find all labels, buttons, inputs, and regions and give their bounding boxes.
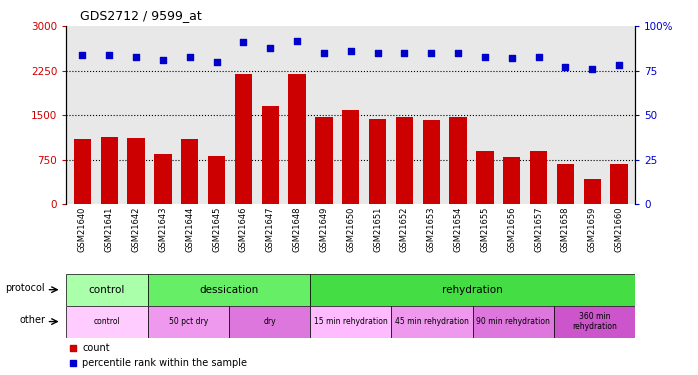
Text: GSM21647: GSM21647 xyxy=(266,207,275,252)
Bar xyxy=(235,74,252,204)
Bar xyxy=(101,137,118,204)
Bar xyxy=(127,138,144,204)
Point xyxy=(426,50,437,56)
Point xyxy=(452,50,463,56)
Bar xyxy=(392,306,473,338)
Bar xyxy=(262,106,279,204)
Bar xyxy=(288,74,306,204)
Point xyxy=(407,136,418,142)
Point xyxy=(318,50,329,56)
Text: control: control xyxy=(94,317,120,326)
Text: GSM21640: GSM21640 xyxy=(78,207,87,252)
Text: 90 min rehydration: 90 min rehydration xyxy=(476,317,550,326)
Point xyxy=(399,50,410,56)
Text: other: other xyxy=(20,315,45,325)
Point xyxy=(372,50,383,56)
Text: GSM21645: GSM21645 xyxy=(212,207,221,252)
Text: 360 min
rehydration: 360 min rehydration xyxy=(572,312,617,331)
Text: GSM21656: GSM21656 xyxy=(507,207,517,252)
Point xyxy=(211,59,222,65)
Bar xyxy=(229,306,310,338)
Text: dry: dry xyxy=(263,317,276,326)
Text: GSM21642: GSM21642 xyxy=(132,207,140,252)
Text: GDS2712 / 9599_at: GDS2712 / 9599_at xyxy=(80,9,202,22)
Point xyxy=(104,52,115,58)
Bar xyxy=(396,117,413,204)
Text: GSM21660: GSM21660 xyxy=(614,207,623,252)
Bar xyxy=(66,274,147,306)
Bar xyxy=(147,274,310,306)
Point xyxy=(614,62,625,68)
Point xyxy=(265,45,276,51)
Bar xyxy=(181,139,198,204)
Text: rehydration: rehydration xyxy=(443,285,503,295)
Point xyxy=(586,66,597,72)
Point xyxy=(560,64,571,70)
Text: GSM21653: GSM21653 xyxy=(426,207,436,252)
Bar xyxy=(450,117,467,204)
Bar xyxy=(310,306,392,338)
Text: GSM21643: GSM21643 xyxy=(158,207,168,252)
Text: GSM21657: GSM21657 xyxy=(534,207,543,252)
Bar xyxy=(584,179,601,204)
Bar xyxy=(315,117,333,204)
Point xyxy=(407,274,418,280)
Bar xyxy=(557,164,574,204)
Text: control: control xyxy=(89,285,125,295)
Bar xyxy=(554,306,635,338)
Bar xyxy=(66,306,147,338)
Bar xyxy=(473,306,554,338)
Text: protocol: protocol xyxy=(6,283,45,293)
Text: GSM21646: GSM21646 xyxy=(239,207,248,252)
Point xyxy=(238,39,249,45)
Point xyxy=(480,54,491,60)
Bar xyxy=(342,110,359,204)
Bar xyxy=(530,151,547,204)
Bar xyxy=(147,306,229,338)
Bar xyxy=(610,164,628,204)
Text: GSM21650: GSM21650 xyxy=(346,207,355,252)
Bar xyxy=(310,274,635,306)
Text: GSM21649: GSM21649 xyxy=(320,207,329,252)
Bar xyxy=(476,151,493,204)
Text: GSM21655: GSM21655 xyxy=(480,207,489,252)
Point xyxy=(292,38,303,44)
Bar xyxy=(74,139,91,204)
Bar xyxy=(154,154,172,204)
Text: GSM21641: GSM21641 xyxy=(105,207,114,252)
Point xyxy=(77,52,88,58)
Bar xyxy=(208,156,225,204)
Text: GSM21644: GSM21644 xyxy=(185,207,194,252)
Text: count: count xyxy=(82,343,110,352)
Point xyxy=(506,56,517,62)
Point xyxy=(184,54,195,60)
Bar xyxy=(503,157,521,204)
Text: percentile rank within the sample: percentile rank within the sample xyxy=(82,358,247,368)
Bar xyxy=(422,120,440,204)
Point xyxy=(131,54,142,60)
Point xyxy=(157,57,168,63)
Text: 50 pct dry: 50 pct dry xyxy=(169,317,208,326)
Text: 45 min rehydration: 45 min rehydration xyxy=(395,317,469,326)
Point xyxy=(345,48,356,54)
Point xyxy=(533,54,544,60)
Text: 15 min rehydration: 15 min rehydration xyxy=(314,317,387,326)
Text: GSM21659: GSM21659 xyxy=(588,207,597,252)
Text: GSM21658: GSM21658 xyxy=(561,207,570,252)
Text: GSM21654: GSM21654 xyxy=(454,207,463,252)
Text: GSM21652: GSM21652 xyxy=(400,207,409,252)
Text: GSM21648: GSM21648 xyxy=(292,207,302,252)
Text: GSM21651: GSM21651 xyxy=(373,207,382,252)
Bar xyxy=(369,120,386,204)
Text: dessication: dessication xyxy=(199,285,258,295)
